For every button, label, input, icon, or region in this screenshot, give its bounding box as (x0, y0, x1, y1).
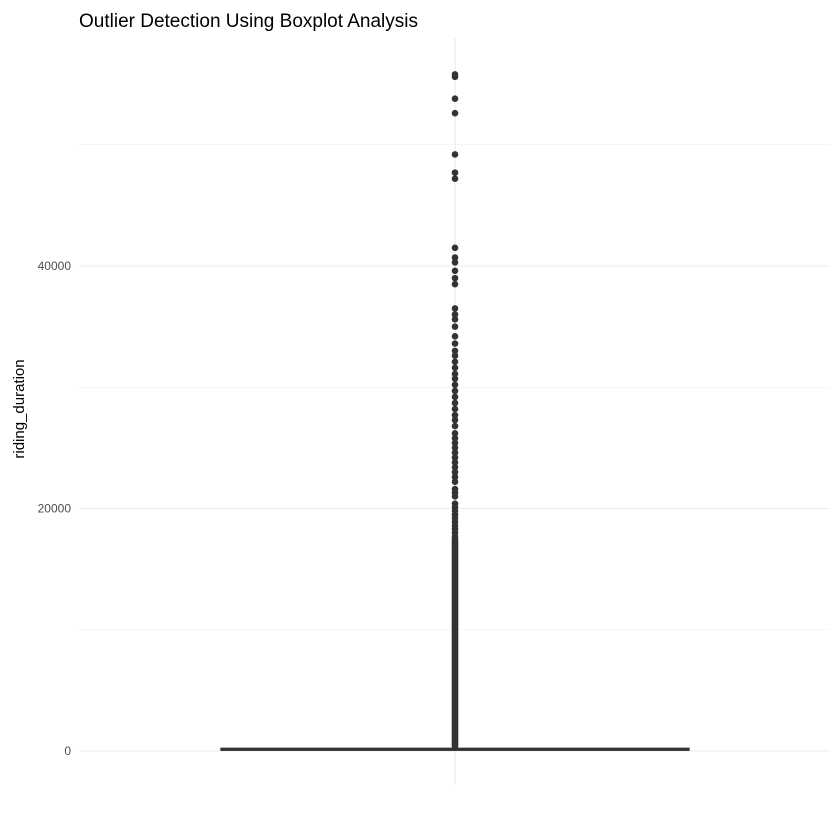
outlier-point (451, 444, 459, 452)
outlier-point (451, 422, 459, 430)
outlier-point (451, 439, 459, 447)
outlier-point (451, 411, 459, 419)
outlier-point (451, 254, 459, 261)
outlier-point (451, 311, 459, 318)
outlier-point (451, 381, 459, 389)
outlier-point (451, 151, 459, 158)
outlier-point (451, 347, 459, 355)
outlier-point-cluster (451, 535, 459, 750)
outlier-point (451, 244, 459, 252)
outlier-point (451, 463, 459, 471)
outlier-point (451, 468, 459, 476)
y-tick-label: 20000 (38, 502, 72, 516)
outlier-point (451, 323, 459, 330)
outlier-point (451, 95, 459, 102)
y-axis-label: riding_duration (11, 359, 28, 458)
outlier-point (451, 473, 459, 481)
outlier-point (451, 305, 459, 312)
outlier-point (451, 71, 459, 78)
outlier-point (451, 393, 459, 401)
outlier-point (451, 387, 459, 395)
outlier-point (451, 316, 459, 323)
outlier-point (451, 364, 459, 372)
outlier-point (451, 333, 459, 340)
outlier-point (451, 109, 459, 117)
y-tick-label: 40000 (38, 259, 72, 273)
outlier-point (451, 500, 459, 507)
y-tick-labels: 0 20000 40000 (38, 259, 72, 758)
outlier-point (451, 358, 459, 366)
outlier-point (451, 352, 459, 360)
outlier-point (451, 454, 459, 461)
chart-title: Outlier Detection Using Boxplot Analysis (79, 11, 418, 32)
outlier-point (451, 267, 459, 275)
outlier-point (451, 175, 459, 182)
outlier-point (451, 399, 459, 407)
outlier-point (451, 375, 459, 383)
outlier-point (451, 340, 459, 347)
outlier-point (451, 169, 459, 176)
outlier-point (451, 280, 459, 288)
outlier-point (451, 434, 459, 442)
outlier-point (451, 459, 459, 466)
outlier-point (451, 416, 459, 424)
outlier-points (451, 71, 459, 750)
outlier-point (451, 370, 459, 378)
y-tick-label: 0 (64, 744, 71, 758)
outlier-point (451, 485, 459, 493)
outlier-point (451, 274, 459, 282)
outlier-point (451, 449, 459, 457)
outlier-point (451, 478, 459, 486)
outlier-point (451, 430, 459, 437)
outlier-point (451, 405, 459, 413)
outlier-point (451, 259, 459, 266)
